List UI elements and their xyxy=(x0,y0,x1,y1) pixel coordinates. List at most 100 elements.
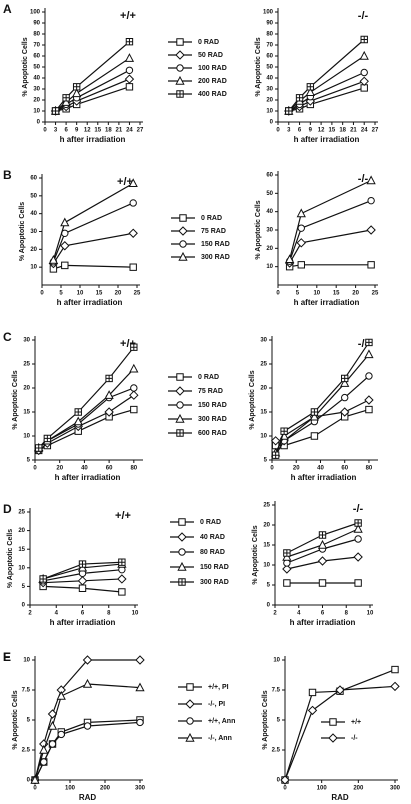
data-point xyxy=(335,685,345,695)
legend-label: 600 RAD xyxy=(198,430,227,437)
x-tick-label: 40 xyxy=(81,466,88,472)
data-point xyxy=(365,405,373,414)
data-point xyxy=(51,107,60,115)
y-tick-label: 60 xyxy=(266,54,273,60)
chart-title: +/+ xyxy=(120,10,136,22)
y-axis-label: % Apoptotic Cells xyxy=(262,690,269,749)
legend-marker xyxy=(176,38,184,46)
x-axis-label: h after irradiation xyxy=(291,473,357,482)
series-line xyxy=(34,683,141,781)
y-tick-label: 10 xyxy=(23,434,30,440)
data-point xyxy=(125,83,134,91)
y-tick-label: 10 xyxy=(33,109,40,115)
legend-marker xyxy=(186,683,194,691)
data-point xyxy=(43,434,52,443)
x-tick-label: 6 xyxy=(298,128,302,134)
data-point xyxy=(129,263,137,271)
y-axis-label: % Apoptotic Cells xyxy=(19,202,26,261)
y-tick-label: 0 xyxy=(270,120,274,126)
x-tick-label: 5 xyxy=(59,291,63,297)
y-tick-label: 60 xyxy=(30,176,37,182)
data-point xyxy=(367,197,375,205)
legend-label: 150 RAD xyxy=(200,564,229,571)
data-point xyxy=(318,531,327,539)
x-tick-label: 20 xyxy=(352,291,359,297)
series-line xyxy=(55,69,130,112)
y-tick-label: 40 xyxy=(30,211,37,217)
x-tick-label: 4 xyxy=(55,611,59,617)
legend-label: 75 RAD xyxy=(201,228,226,235)
x-tick-label: 24 xyxy=(126,128,133,134)
x-tick-label: 60 xyxy=(106,466,113,472)
data-point xyxy=(341,374,349,383)
y-tick-label: 30 xyxy=(266,87,273,93)
y-tick-label: 10 xyxy=(30,265,37,271)
data-point xyxy=(135,655,145,665)
x-tick-label: 15 xyxy=(96,291,103,297)
data-point xyxy=(359,76,369,87)
y-tick-label: 70 xyxy=(266,43,273,49)
x-axis-label: RAD xyxy=(331,793,349,802)
x-tick-label: 0 xyxy=(283,786,287,792)
data-point xyxy=(47,709,58,719)
y-tick-label: 100 xyxy=(30,10,41,16)
y-tick-label: 10 xyxy=(18,565,25,571)
data-point xyxy=(310,432,319,440)
data-point xyxy=(105,374,113,383)
chart-title: -/- xyxy=(358,173,369,185)
legend-marker xyxy=(178,518,186,526)
x-tick-label: 6 xyxy=(321,611,325,617)
data-point xyxy=(57,730,65,739)
data-point xyxy=(61,261,69,270)
legend-label: 0 RAD xyxy=(198,39,219,46)
data-point xyxy=(297,261,305,269)
x-tick-label: 0 xyxy=(270,466,274,472)
legend-marker xyxy=(185,732,195,742)
legend-marker xyxy=(329,718,337,726)
x-tick-label: 21 xyxy=(116,128,123,134)
data-point xyxy=(283,559,291,567)
data-point xyxy=(340,378,350,387)
y-tick-label: 0 xyxy=(27,778,31,784)
data-point xyxy=(366,225,376,235)
series-line xyxy=(288,80,365,112)
legend-label: 0 RAD xyxy=(201,215,222,222)
data-point xyxy=(297,224,305,232)
data-point xyxy=(317,539,328,549)
y-tick-label: 60 xyxy=(33,54,40,60)
y-axis-label: % Apoptotic Cells xyxy=(7,529,14,588)
data-point xyxy=(82,655,93,665)
data-point xyxy=(125,38,134,46)
x-tick-label: 2 xyxy=(273,611,277,617)
data-point xyxy=(118,588,126,596)
x-tick-label: 80 xyxy=(366,466,373,472)
y-tick-label: 90 xyxy=(266,21,273,27)
y-tick-label: 20 xyxy=(33,98,40,104)
y-tick-label: 15 xyxy=(18,547,25,553)
x-tick-label: 10 xyxy=(313,291,320,297)
data-point xyxy=(360,68,368,77)
x-axis-label: h after irradiation xyxy=(290,618,356,627)
legend-marker xyxy=(177,532,187,542)
data-point xyxy=(307,705,318,716)
data-point xyxy=(282,564,292,574)
data-point xyxy=(285,254,295,264)
y-tick-label: 10 xyxy=(260,434,267,440)
x-axis-label: h after irradiation xyxy=(57,298,123,307)
data-point xyxy=(78,584,87,592)
legend-label: 80 RAD xyxy=(200,549,225,556)
series-line xyxy=(38,346,135,449)
x-tick-label: 10 xyxy=(367,611,374,617)
panel-label: A xyxy=(3,2,12,16)
x-tick-label: 3 xyxy=(54,128,58,134)
data-point xyxy=(130,384,138,392)
data-point xyxy=(283,549,291,557)
data-point xyxy=(390,681,400,692)
data-point xyxy=(82,678,93,688)
x-axis-label: h after irradiation xyxy=(50,618,116,627)
data-point xyxy=(72,83,81,91)
y-tick-label: 100 xyxy=(263,10,274,16)
legend-label: +/+ xyxy=(351,719,361,726)
data-point xyxy=(339,407,350,417)
y-tick-label: 30 xyxy=(260,338,267,344)
